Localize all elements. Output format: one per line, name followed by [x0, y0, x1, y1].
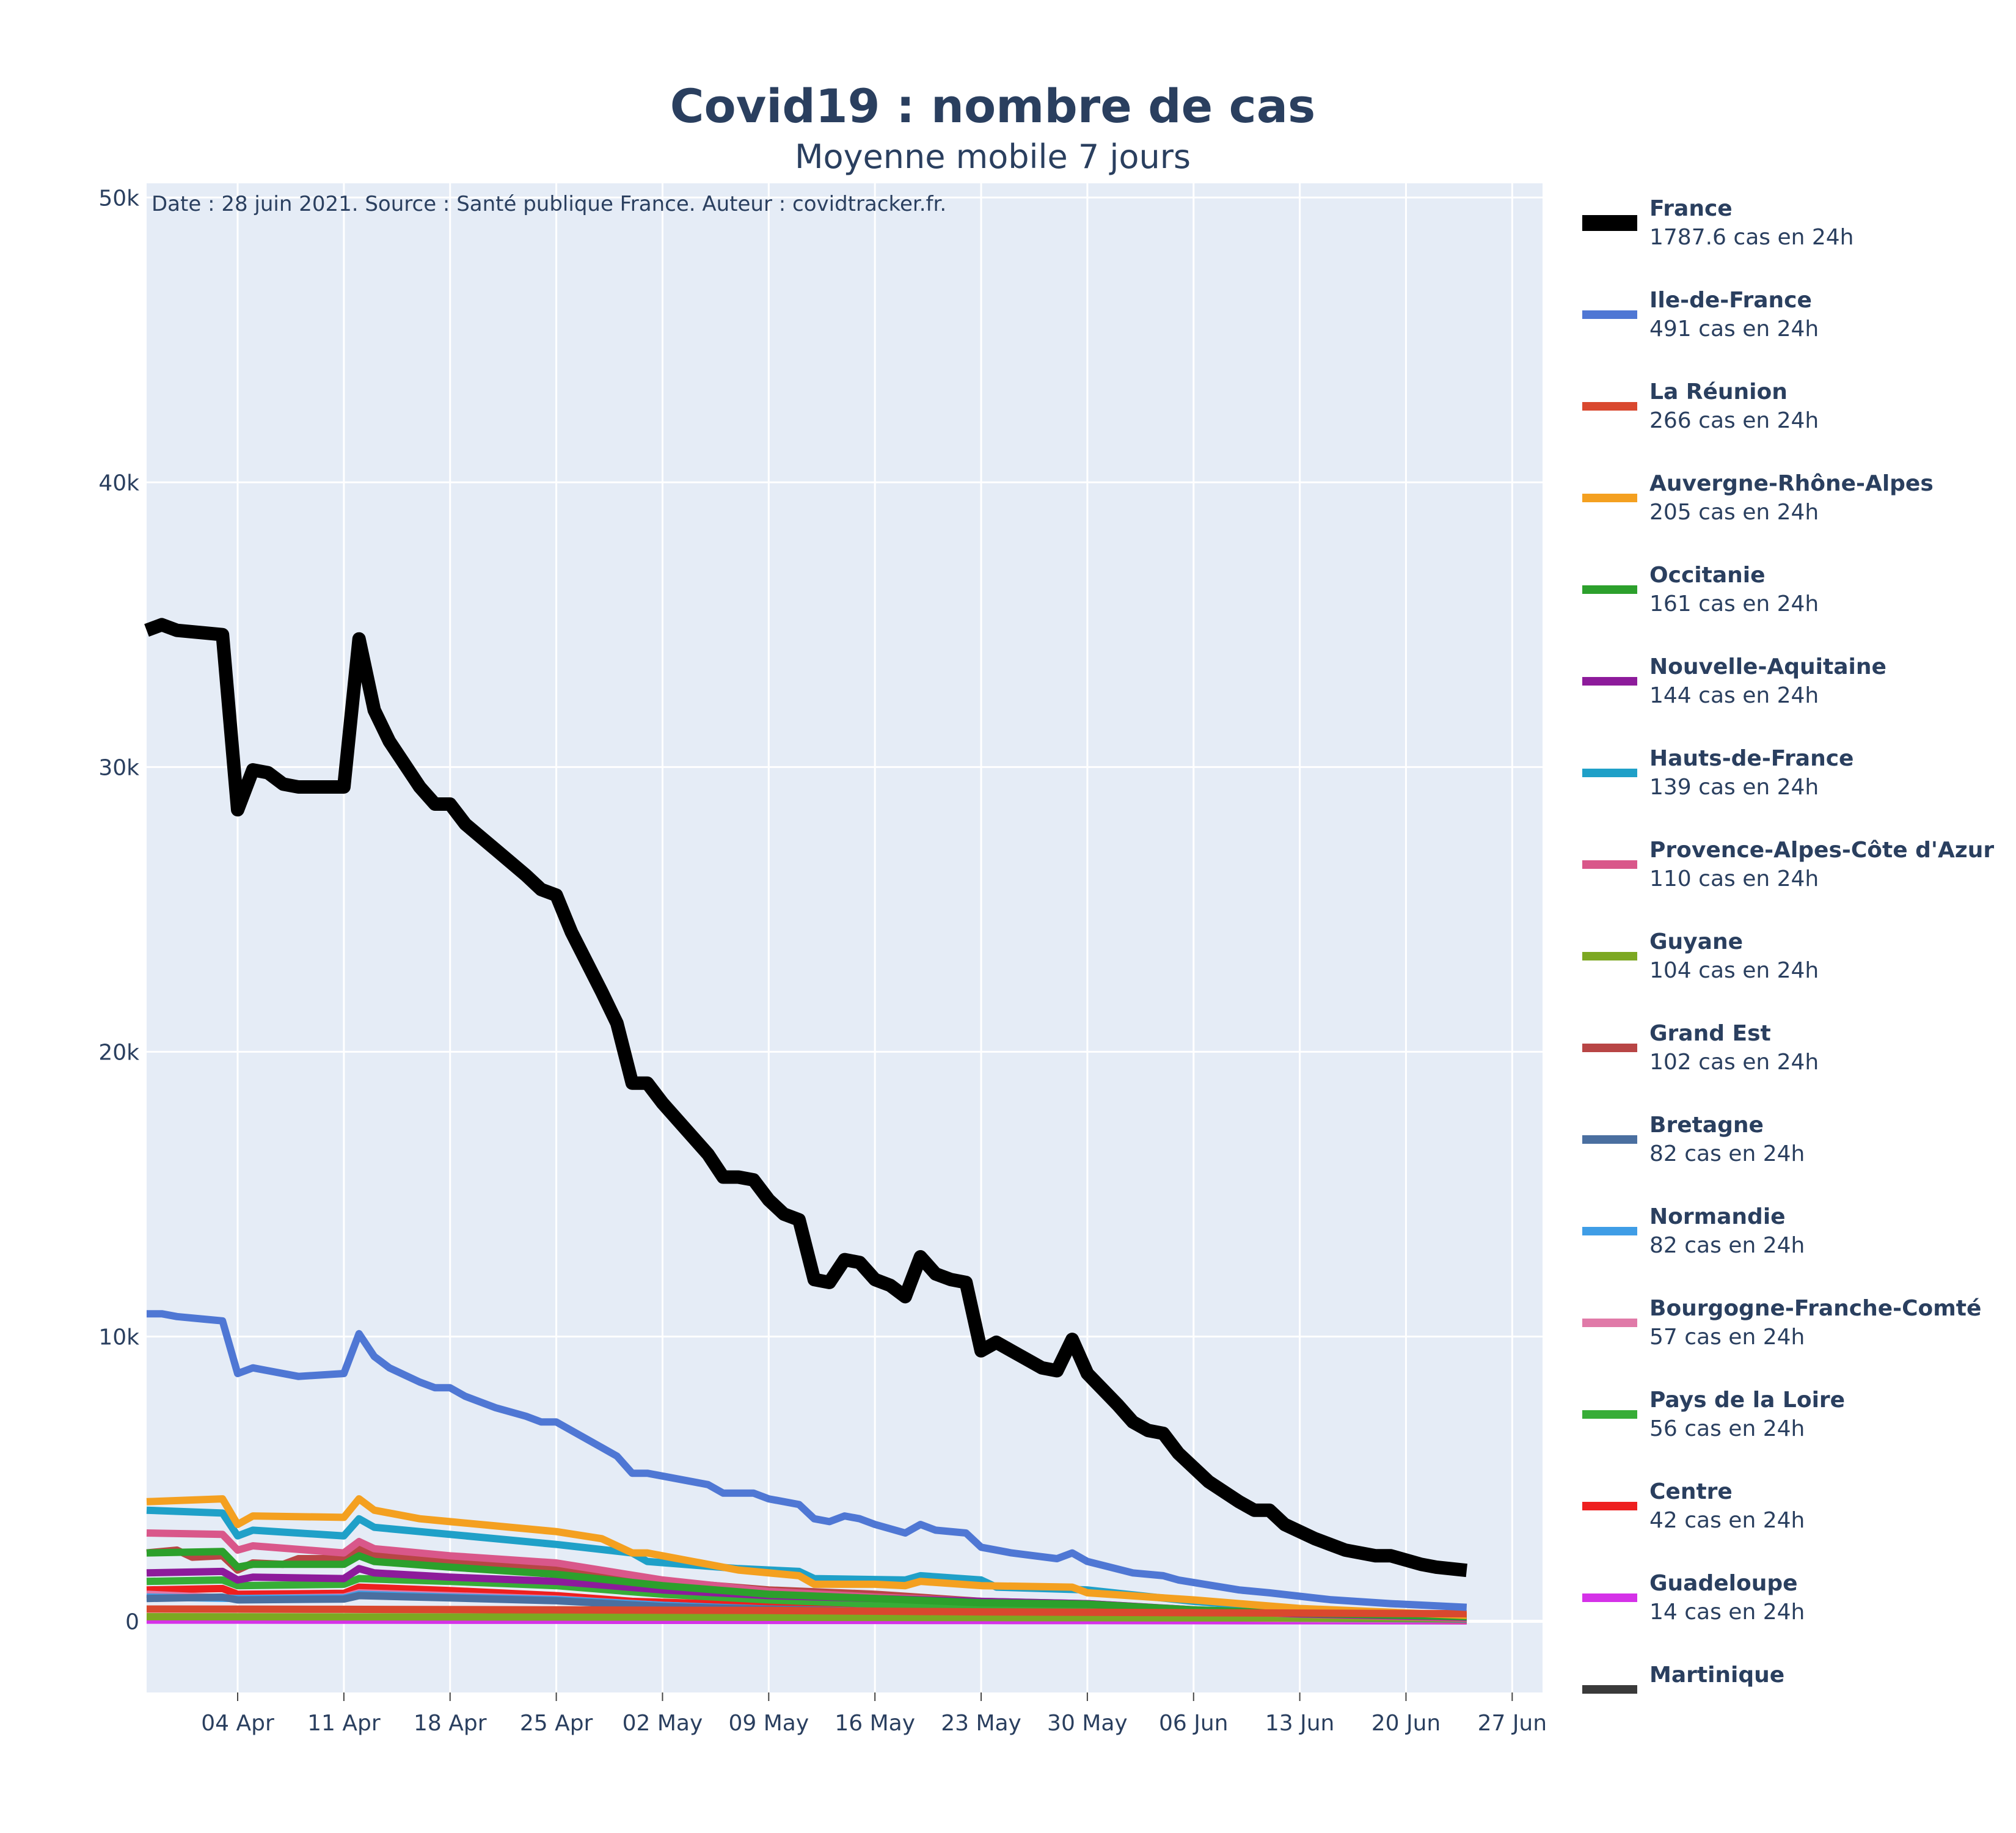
- legend-sublabel: 144 cas en 24h: [1649, 683, 1819, 708]
- y-tick-label: 10k: [98, 1325, 139, 1350]
- legend-sublabel: 104 cas en 24h: [1649, 958, 1819, 983]
- y-tick-label: 30k: [98, 755, 139, 780]
- legend-sublabel: 110 cas en 24h: [1649, 866, 1819, 891]
- legend-item[interactable]: Nouvelle-Aquitaine 144 cas en 24h: [1582, 654, 1886, 708]
- x-tick-label: 06 Jun: [1159, 1711, 1229, 1736]
- y-axis: 0 10k 20k 30k 40k 50k: [98, 186, 139, 1634]
- legend-item[interactable]: Centre 42 cas en 24h: [1582, 1479, 1805, 1533]
- legend-label: Nouvelle-Aquitaine: [1649, 654, 1886, 679]
- legend-label: Hauts-de-France: [1649, 746, 1853, 771]
- legend-item[interactable]: Pays de la Loire 56 cas en 24h: [1582, 1388, 1845, 1441]
- legend-sublabel: 56 cas en 24h: [1649, 1416, 1805, 1441]
- legend-item[interactable]: Occitanie 161 cas en 24h: [1582, 563, 1819, 616]
- legend-sublabel: 42 cas en 24h: [1649, 1508, 1805, 1533]
- x-tick-label: 25 Apr: [520, 1711, 593, 1736]
- x-tick-label: 13 Jun: [1265, 1711, 1335, 1736]
- x-tick-label: 20 Jun: [1371, 1711, 1441, 1736]
- legend-item[interactable]: Martinique: [1582, 1663, 1784, 1694]
- legend: France 1787.6 cas en 24h Ile-de-France 491 …: [1582, 196, 1994, 1694]
- legend-label: Provence-Alpes-Côte d'Azur: [1649, 838, 1994, 863]
- legend-label: La Réunion: [1649, 379, 1788, 404]
- series-line: [146, 1605, 1467, 1618]
- x-tick-label: 23 May: [941, 1711, 1021, 1736]
- legend-item[interactable]: Ile-de-France 491 cas en 24h: [1582, 288, 1819, 342]
- legend-label: France: [1649, 196, 1733, 221]
- legend-label: Guyane: [1649, 929, 1743, 954]
- plot-background: [147, 183, 1543, 1692]
- legend-item[interactable]: Bretagne 82 cas en 24h: [1582, 1113, 1805, 1166]
- legend-sublabel: 57 cas en 24h: [1649, 1325, 1805, 1350]
- legend-label: Normandie: [1649, 1204, 1786, 1229]
- series-lines: [144, 618, 1467, 1625]
- legend-label: Centre: [1649, 1479, 1733, 1504]
- legend-label: Grand Est: [1649, 1021, 1771, 1046]
- legend-sublabel: 139 cas en 24h: [1649, 775, 1819, 800]
- source-annotation: Date : 28 juin 2021. Source : Santé publ…: [152, 192, 946, 216]
- legend-sublabel: 161 cas en 24h: [1649, 591, 1819, 616]
- legend-item[interactable]: Hauts-de-France 139 cas en 24h: [1582, 746, 1853, 800]
- grid-lines: [147, 183, 1543, 1692]
- x-axis: 04 Apr 11 Apr 18 Apr 25 Apr 02 May 09 May 16 M…: [201, 1692, 1547, 1736]
- legend-label: Auvergne-Rhône-Alpes: [1649, 471, 1934, 496]
- legend-item[interactable]: France 1787.6 cas en 24h: [1582, 196, 1854, 250]
- y-tick-label: 50k: [98, 186, 139, 211]
- series-line: [144, 618, 1467, 1578]
- x-tick-label: 18 Apr: [414, 1711, 487, 1736]
- series-line: [146, 1495, 1467, 1619]
- legend-label: Bretagne: [1649, 1113, 1764, 1138]
- x-tick-label: 04 Apr: [201, 1711, 274, 1736]
- legend-item[interactable]: Normandie 82 cas en 24h: [1582, 1204, 1805, 1258]
- legend-item[interactable]: Grand Est 102 cas en 24h: [1582, 1021, 1819, 1075]
- legend-label: Guadeloupe: [1649, 1571, 1798, 1596]
- legend-label: Occitanie: [1649, 563, 1766, 588]
- y-tick-label: 0: [125, 1609, 139, 1634]
- x-tick-label: 11 Apr: [307, 1711, 381, 1736]
- legend-label: Ile-de-France: [1649, 288, 1812, 313]
- x-tick-label: 09 May: [728, 1711, 809, 1736]
- legend-sublabel: 205 cas en 24h: [1649, 500, 1819, 525]
- legend-sublabel: 102 cas en 24h: [1649, 1050, 1819, 1075]
- legend-item[interactable]: Guyane 104 cas en 24h: [1582, 929, 1819, 983]
- x-tick-label: 30 May: [1047, 1711, 1128, 1736]
- legend-sublabel: 82 cas en 24h: [1649, 1141, 1805, 1166]
- legend-item[interactable]: La Réunion 266 cas en 24h: [1582, 379, 1819, 433]
- legend-label: Bourgogne-Franche-Comté: [1649, 1296, 1981, 1321]
- y-tick-label: 20k: [98, 1040, 139, 1065]
- legend-sublabel: 14 cas en 24h: [1649, 1600, 1805, 1625]
- legend-item[interactable]: Bourgogne-Franche-Comté 57 cas en 24h: [1582, 1296, 1981, 1350]
- series-line: [147, 1310, 1467, 1611]
- x-tick-label: 02 May: [623, 1711, 703, 1736]
- legend-item[interactable]: Guadeloupe 14 cas en 24h: [1582, 1571, 1805, 1625]
- legend-item[interactable]: Provence-Alpes-Côte d'Azur 110 cas en 24h: [1582, 838, 1994, 891]
- legend-label: Pays de la Loire: [1649, 1388, 1845, 1413]
- x-tick-label: 16 May: [835, 1711, 915, 1736]
- legend-item[interactable]: Auvergne-Rhône-Alpes 205 cas en 24h: [1582, 471, 1934, 525]
- legend-sublabel: 491 cas en 24h: [1649, 316, 1819, 342]
- legend-sublabel: 82 cas en 24h: [1649, 1233, 1805, 1258]
- y-tick-label: 40k: [98, 470, 139, 496]
- chart-subtitle: Moyenne mobile 7 jours: [795, 137, 1191, 176]
- series-line: [146, 1548, 1467, 1620]
- x-tick-label: 27 Jun: [1478, 1711, 1547, 1736]
- legend-sublabel: 1787.6 cas en 24h: [1649, 225, 1854, 250]
- series-line: [146, 1613, 1467, 1622]
- legend-label: Martinique: [1649, 1663, 1784, 1688]
- legend-sublabel: 266 cas en 24h: [1649, 408, 1819, 433]
- chart-title: Covid19 : nombre de cas: [670, 79, 1315, 133]
